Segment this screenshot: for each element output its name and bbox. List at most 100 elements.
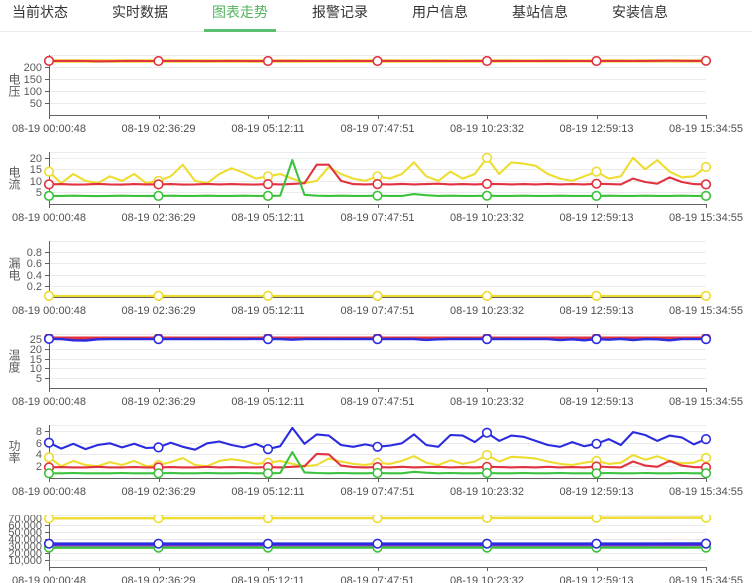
series-green-marker[interactable] bbox=[591, 190, 602, 202]
series-yellow-marker[interactable] bbox=[591, 290, 602, 302]
series-blue-marker[interactable] bbox=[153, 538, 164, 549]
series-red-marker[interactable] bbox=[700, 55, 712, 66]
x-tick-label: 08-19 12:59:13 bbox=[559, 305, 633, 317]
series-red-marker[interactable] bbox=[481, 55, 493, 67]
series-red-marker[interactable] bbox=[591, 55, 602, 67]
series-yellow-marker[interactable] bbox=[700, 452, 712, 464]
x-tick-label: 08-19 15:34:55 bbox=[669, 305, 743, 317]
series-red-marker[interactable] bbox=[372, 178, 383, 190]
series-green-marker[interactable] bbox=[700, 190, 712, 202]
x-tick-label: 08-19 05:12:11 bbox=[231, 305, 304, 317]
series-red-marker[interactable] bbox=[153, 179, 164, 190]
series-blue-marker[interactable] bbox=[262, 443, 274, 455]
x-tick-label: 08-19 15:34:55 bbox=[669, 123, 743, 135]
tab-user-info[interactable]: 用户信息 bbox=[412, 4, 468, 20]
chart-energy-canvas: 10,00020,00030,00040,00050,00060,00070,0… bbox=[8, 512, 743, 583]
series-red-marker[interactable] bbox=[262, 178, 274, 190]
series-yellow-marker[interactable] bbox=[43, 166, 55, 177]
y-tick-label: 25 bbox=[30, 334, 42, 346]
series-yellow-marker[interactable] bbox=[700, 290, 712, 302]
series-blue-marker[interactable] bbox=[700, 434, 712, 445]
series-yellow-marker[interactable] bbox=[262, 512, 274, 524]
tab-alarm-records[interactable]: 报警记录 bbox=[312, 4, 368, 20]
x-tick-label: 08-19 15:34:55 bbox=[669, 486, 743, 498]
series-yellow-marker[interactable] bbox=[153, 290, 164, 302]
series-blue-marker[interactable] bbox=[372, 538, 383, 549]
y-axis-title: 电流 bbox=[7, 166, 21, 190]
x-tick-label: 08-19 10:23:32 bbox=[450, 396, 524, 408]
series-blue-marker[interactable] bbox=[262, 333, 274, 345]
series-red-marker[interactable] bbox=[43, 179, 55, 190]
y-tick-label: 4 bbox=[36, 449, 42, 461]
y-tick-label: 150 bbox=[24, 74, 42, 86]
series-blue-marker[interactable] bbox=[481, 427, 493, 438]
tab-station-info[interactable]: 基站信息 bbox=[512, 4, 568, 20]
series-green-marker[interactable] bbox=[481, 190, 493, 201]
series-green-marker[interactable] bbox=[262, 190, 274, 202]
series-green-marker[interactable] bbox=[153, 468, 164, 479]
x-tick-label: 08-19 10:23:32 bbox=[450, 123, 524, 135]
chart-voltage: 50 100 150 200 电压 08-19 00:00:48 08-19 02:36:2… bbox=[0, 55, 752, 144]
series-green-marker[interactable] bbox=[700, 468, 712, 479]
series-blue-marker[interactable] bbox=[153, 333, 164, 345]
series-yellow-marker[interactable] bbox=[481, 290, 493, 302]
y-axis-title: 电压 bbox=[7, 73, 21, 97]
y-tick-label: 200 bbox=[24, 62, 42, 74]
series-yellow-marker[interactable] bbox=[153, 513, 164, 524]
tab-current-status[interactable]: 当前状态 bbox=[12, 4, 68, 20]
series-green-marker[interactable] bbox=[43, 468, 55, 479]
series-yellow-marker[interactable] bbox=[43, 513, 55, 524]
x-tick-label: 08-19 12:59:13 bbox=[559, 123, 633, 135]
series-yellow-marker[interactable] bbox=[372, 512, 383, 524]
series-red-marker[interactable] bbox=[153, 55, 164, 67]
series-yellow-marker[interactable] bbox=[372, 290, 383, 302]
series-red-marker[interactable] bbox=[372, 55, 383, 67]
tab-install-info[interactable]: 安装信息 bbox=[612, 4, 668, 20]
series-blue-marker[interactable] bbox=[700, 538, 712, 549]
series-blue-marker[interactable] bbox=[43, 333, 55, 345]
series-red-marker[interactable] bbox=[43, 55, 55, 67]
series-yellow-marker[interactable] bbox=[262, 290, 274, 302]
series-blue-marker[interactable] bbox=[700, 333, 712, 345]
y-tick-label: 50,000 bbox=[8, 527, 42, 539]
series-yellow-marker[interactable] bbox=[700, 512, 712, 523]
series-yellow-marker[interactable] bbox=[43, 290, 55, 302]
chart-power: 2 4 6 8 功率 08-19 00:00:48 08-19 02:36:29 08-19 … bbox=[0, 425, 752, 507]
series-blue-marker[interactable] bbox=[372, 333, 383, 345]
series-blue-marker[interactable] bbox=[43, 538, 55, 549]
series-yellow-marker[interactable] bbox=[591, 166, 602, 177]
series-yellow-marker[interactable] bbox=[43, 452, 55, 463]
series-blue-marker[interactable] bbox=[372, 441, 383, 452]
series-blue-marker[interactable] bbox=[481, 538, 493, 549]
series-green-marker[interactable] bbox=[372, 467, 383, 479]
chart-energy: 10,000 20,000 30,000 40,000 50,000 60,000 70,0… bbox=[0, 512, 752, 583]
series-blue-marker[interactable] bbox=[262, 538, 274, 549]
y-tick-label: 20 bbox=[30, 344, 42, 356]
series-red-marker[interactable] bbox=[262, 55, 274, 67]
series-blue-marker[interactable] bbox=[591, 333, 602, 345]
series-blue-marker[interactable] bbox=[591, 438, 602, 449]
series-yellow-marker[interactable] bbox=[481, 512, 493, 524]
series-yellow-marker[interactable] bbox=[591, 512, 602, 523]
series-green-marker[interactable] bbox=[262, 468, 274, 479]
series-red-marker[interactable] bbox=[481, 178, 493, 189]
x-tick-label: 08-19 00:00:48 bbox=[12, 486, 86, 498]
series-blue-marker[interactable] bbox=[481, 333, 493, 345]
series-green-marker[interactable] bbox=[153, 190, 164, 202]
series-yellow-marker[interactable] bbox=[700, 161, 712, 173]
series-blue-marker[interactable] bbox=[43, 437, 55, 448]
series-blue-marker[interactable] bbox=[591, 538, 602, 549]
tab-realtime-data[interactable]: 实时数据 bbox=[112, 4, 168, 20]
series-green-marker[interactable] bbox=[43, 190, 55, 202]
series-yellow-marker[interactable] bbox=[481, 152, 493, 163]
series-red-marker[interactable] bbox=[700, 179, 712, 190]
series-red-marker[interactable] bbox=[591, 178, 602, 189]
series-green-marker[interactable] bbox=[481, 467, 493, 479]
tab-chart-trend[interactable]: 图表走势 bbox=[204, 0, 276, 32]
series-blue-marker[interactable] bbox=[153, 442, 164, 453]
series-yellow-marker[interactable] bbox=[481, 449, 493, 461]
series-green-marker[interactable] bbox=[372, 190, 383, 201]
series-green-marker[interactable] bbox=[591, 468, 602, 479]
